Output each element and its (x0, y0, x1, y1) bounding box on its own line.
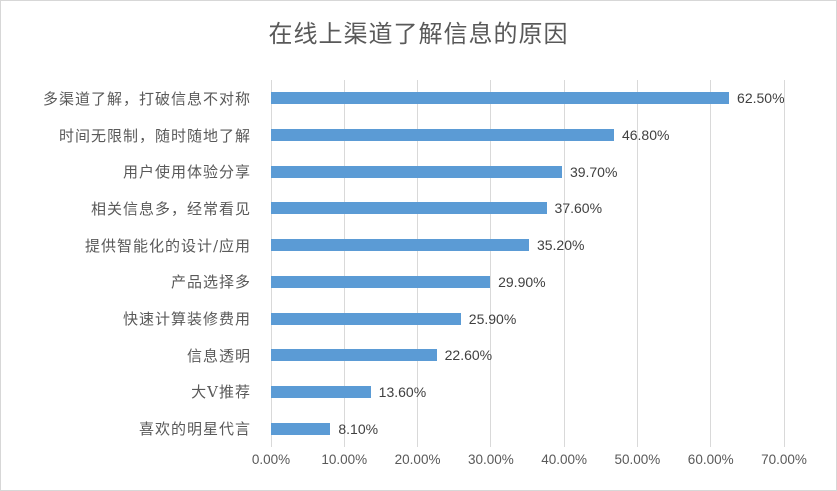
bar-row: 39.70% (271, 153, 784, 190)
bar (271, 385, 371, 398)
value-label: 35.20% (536, 237, 585, 254)
category-label: 多渠道了解，打破信息不对称 (42, 89, 251, 108)
gridline (343, 80, 345, 447)
x-axis-tick-label: 50.00% (614, 452, 661, 467)
category-label: 时间无限制，随时随地了解 (58, 126, 251, 145)
bar (271, 312, 461, 325)
bar-row: 29.90% (271, 264, 784, 301)
bar (271, 165, 562, 178)
gridline (417, 80, 419, 447)
value-label: 29.90% (498, 273, 546, 290)
x-axis-tick-label: 0.00% (251, 452, 291, 467)
value-label: 46.80% (621, 127, 670, 144)
bar (271, 275, 491, 288)
category-label: 大V推荐 (191, 383, 251, 402)
gridline (636, 80, 638, 447)
gridline (710, 80, 712, 447)
x-axis-tick-label: 10.00% (321, 452, 368, 467)
bar-row: 46.80% (271, 117, 784, 154)
gridline (563, 80, 565, 447)
category-label: 相关信息多，经常看见 (90, 199, 251, 218)
chart-title: 在线上渠道了解信息的原因 (268, 20, 569, 48)
x-axis-tick-label: 70.00% (761, 452, 807, 467)
bar (271, 349, 437, 362)
value-label: 22.60% (444, 347, 493, 364)
value-label: 62.50% (737, 90, 785, 107)
category-label: 信息透明 (186, 346, 251, 365)
x-axis-tick-label: 40.00% (541, 452, 588, 467)
gridline (490, 80, 492, 447)
value-label: 13.60% (378, 383, 427, 400)
bar (271, 202, 547, 215)
bar-row: 37.60% (271, 190, 784, 227)
gridline (783, 80, 785, 447)
plot-area: 62.50% 46.80% 39.70% 37.60% 35.20% 29.90% 25.9… (270, 80, 785, 447)
value-label: 8.10% (338, 420, 379, 437)
bar-row: 25.90% (271, 300, 784, 337)
category-axis: 多渠道了解，打破信息不对称时间无限制，随时随地了解用户使用体验分享相关信息多，经… (1, 80, 259, 447)
bar-row: 62.50% (271, 80, 785, 117)
bar (271, 129, 614, 142)
category-label: 产品选择多 (170, 273, 251, 292)
bar-row: 8.10% (271, 410, 784, 447)
x-axis-tick-label: 30.00% (467, 452, 514, 467)
x-axis-tick-label: 60.00% (687, 452, 734, 467)
value-label: 37.60% (554, 200, 603, 217)
category-label: 喜欢的明星代言 (138, 420, 251, 439)
value-axis: 0.00% 10.00% 20.00% 30.00% 40.00% 50.00% 60.00… (252, 452, 807, 474)
x-axis-tick-label: 20.00% (394, 452, 441, 467)
bar (271, 239, 529, 252)
bar-row: 35.20% (271, 227, 784, 264)
category-label: 用户使用体验分享 (122, 163, 251, 182)
gridline (270, 80, 272, 447)
bar (271, 92, 730, 105)
category-label: 提供智能化的设计/应用 (84, 236, 251, 255)
value-label: 25.90% (468, 310, 517, 327)
value-label: 39.70% (569, 163, 618, 180)
bar-row: 22.60% (271, 337, 784, 374)
bar (271, 422, 331, 435)
bar-row: 13.60% (271, 374, 784, 411)
category-label: 快速计算装修费用 (122, 310, 251, 329)
